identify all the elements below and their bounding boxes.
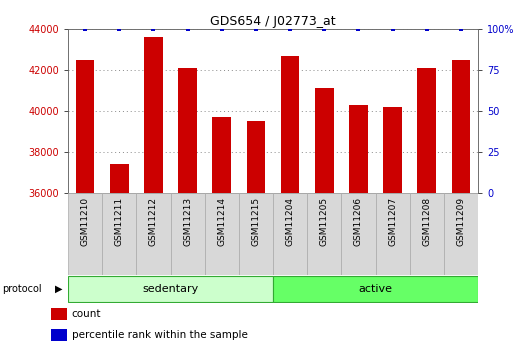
- Bar: [110, 164, 129, 345]
- Text: active: active: [359, 284, 392, 294]
- Bar: [239, 193, 273, 275]
- Point: [252, 26, 260, 32]
- Bar: [383, 107, 402, 345]
- Point: [115, 26, 123, 32]
- Text: GSM11212: GSM11212: [149, 197, 158, 246]
- Bar: [341, 193, 376, 275]
- Text: GSM11207: GSM11207: [388, 197, 397, 246]
- Bar: [205, 193, 239, 275]
- Bar: [281, 56, 300, 345]
- Bar: [51, 329, 67, 341]
- Bar: [136, 193, 170, 275]
- Bar: [349, 105, 368, 345]
- Text: GSM11205: GSM11205: [320, 197, 329, 246]
- Bar: [144, 37, 163, 345]
- Point: [320, 26, 328, 32]
- Title: GDS654 / J02773_at: GDS654 / J02773_at: [210, 15, 336, 28]
- Bar: [178, 68, 197, 345]
- Bar: [451, 60, 470, 345]
- Bar: [76, 60, 94, 345]
- Bar: [170, 193, 205, 275]
- Text: percentile rank within the sample: percentile rank within the sample: [72, 330, 248, 340]
- Text: sedentary: sedentary: [143, 284, 199, 294]
- Bar: [444, 193, 478, 275]
- Text: GSM11204: GSM11204: [286, 197, 294, 246]
- Text: GSM11213: GSM11213: [183, 197, 192, 246]
- Text: GSM11206: GSM11206: [354, 197, 363, 246]
- Point: [81, 26, 89, 32]
- Bar: [315, 88, 333, 345]
- Text: GSM11214: GSM11214: [217, 197, 226, 246]
- Point: [457, 26, 465, 32]
- Text: count: count: [72, 309, 102, 319]
- Bar: [273, 193, 307, 275]
- Text: protocol: protocol: [3, 284, 42, 294]
- Bar: [212, 117, 231, 345]
- Point: [218, 26, 226, 32]
- Point: [388, 26, 397, 32]
- Bar: [307, 193, 341, 275]
- Text: GSM11208: GSM11208: [422, 197, 431, 246]
- Text: ▶: ▶: [55, 284, 63, 294]
- Bar: [247, 121, 265, 345]
- Point: [149, 26, 157, 32]
- Text: GSM11211: GSM11211: [115, 197, 124, 246]
- Text: GSM11215: GSM11215: [251, 197, 261, 246]
- Bar: [273, 276, 478, 302]
- Bar: [376, 193, 410, 275]
- Text: GSM11210: GSM11210: [81, 197, 90, 246]
- Bar: [410, 193, 444, 275]
- Bar: [51, 308, 67, 320]
- Point: [184, 26, 192, 32]
- Bar: [68, 193, 102, 275]
- Bar: [102, 193, 136, 275]
- Text: GSM11209: GSM11209: [457, 197, 465, 246]
- Point: [354, 26, 363, 32]
- Point: [423, 26, 431, 32]
- Point: [286, 26, 294, 32]
- Bar: [68, 276, 273, 302]
- Bar: [418, 68, 436, 345]
